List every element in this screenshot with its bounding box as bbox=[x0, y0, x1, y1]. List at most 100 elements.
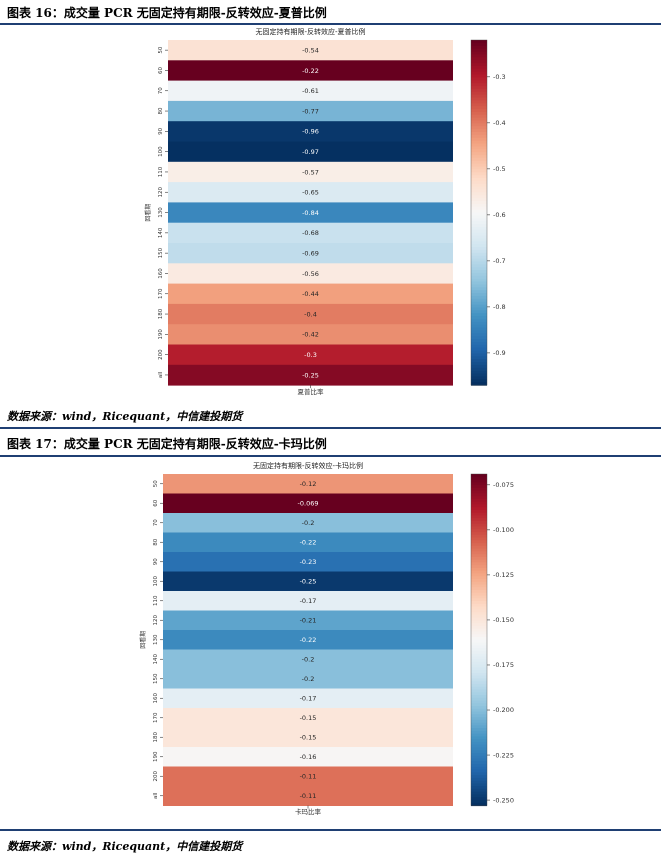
colorbar-segment bbox=[471, 244, 487, 248]
colorbar-segment bbox=[471, 562, 487, 566]
colorbar-segment bbox=[471, 45, 487, 50]
cell-value-label: -0.25 bbox=[302, 371, 319, 379]
y-tick-label: 150 bbox=[153, 673, 159, 684]
colorbar-segment bbox=[471, 675, 487, 680]
cell-value-label: -0.15 bbox=[300, 714, 317, 722]
colorbar-segment bbox=[471, 639, 487, 644]
caption-divider bbox=[0, 23, 661, 25]
colorbar-segment bbox=[471, 747, 487, 751]
colorbar-segment bbox=[471, 794, 487, 798]
y-tick-label: 80 bbox=[158, 107, 164, 114]
y-tick-label: 70 bbox=[153, 519, 159, 526]
colorbar-segment bbox=[471, 178, 487, 182]
colorbar-segment bbox=[471, 267, 487, 271]
colorbar-segment bbox=[471, 180, 487, 185]
colorbar-segment bbox=[471, 353, 487, 357]
colorbar-tick-label: -0.8 bbox=[493, 303, 506, 311]
colorbar-segment bbox=[471, 74, 487, 78]
cell-value-label: -0.84 bbox=[302, 209, 319, 217]
colorbar-segment bbox=[471, 241, 487, 245]
cell-value-label: -0.15 bbox=[300, 734, 317, 742]
y-tick-label: 60 bbox=[153, 499, 159, 506]
colorbar-segment bbox=[471, 232, 487, 237]
colorbar-segment bbox=[471, 777, 487, 782]
colorbar-segment bbox=[471, 764, 487, 768]
y-tick-label: 160 bbox=[153, 693, 159, 704]
colorbar-segment bbox=[471, 229, 487, 234]
colorbar-segment bbox=[471, 772, 487, 776]
heatmap-cell bbox=[168, 243, 453, 264]
colorbar-segment bbox=[471, 310, 487, 314]
colorbar-segment bbox=[471, 290, 487, 294]
y-tick-label: 140 bbox=[158, 227, 164, 238]
y-tick-label: 120 bbox=[153, 615, 159, 626]
colorbar-segment bbox=[471, 739, 487, 743]
colorbar-segment bbox=[471, 667, 487, 671]
colorbar-segment bbox=[471, 298, 487, 303]
colorbar-segment bbox=[471, 728, 487, 732]
heatmap-cell bbox=[163, 493, 453, 514]
y-tick-label: 80 bbox=[153, 538, 159, 545]
colorbar-segment bbox=[471, 379, 487, 383]
colorbar-frame bbox=[470, 473, 488, 806]
colorbar-segment bbox=[471, 634, 487, 638]
y-axis-label: 回看期 bbox=[139, 631, 147, 649]
colorbar-segment bbox=[471, 175, 487, 179]
colorbar-segment bbox=[471, 109, 487, 113]
colorbar-segment bbox=[471, 722, 487, 726]
cell-value-label: -0.44 bbox=[302, 290, 319, 298]
y-tick-label: all bbox=[158, 371, 164, 378]
colorbar-segment bbox=[471, 252, 487, 257]
colorbar-segment bbox=[471, 695, 487, 699]
colorbar-segment bbox=[471, 565, 487, 569]
heatmap-cell bbox=[168, 202, 453, 224]
colorbar-segment bbox=[471, 117, 487, 122]
colorbar-segment bbox=[471, 559, 487, 563]
colorbar-segment bbox=[471, 697, 487, 702]
colorbar-segment bbox=[471, 272, 487, 277]
colorbar-segment bbox=[471, 650, 487, 655]
colorbar-segment bbox=[471, 209, 487, 214]
cell-value-label: -0.16 bbox=[300, 753, 317, 761]
y-axis-label: 回看期 bbox=[144, 204, 152, 222]
colorbar-segment bbox=[471, 195, 487, 199]
colorbar-segment bbox=[471, 653, 487, 657]
colorbar-segment bbox=[471, 791, 487, 796]
cell-value-label: -0.2 bbox=[302, 656, 315, 664]
cell-value-label: -0.97 bbox=[302, 148, 319, 156]
colorbar-segment bbox=[471, 382, 487, 386]
colorbar-segment bbox=[471, 163, 487, 168]
colorbar-segment bbox=[471, 780, 487, 784]
x-tick-label: 卡玛比率 bbox=[295, 807, 322, 816]
heatmap-cell bbox=[168, 182, 453, 203]
colorbar-segment bbox=[471, 215, 487, 219]
colorbar-tick-label: -0.225 bbox=[493, 751, 514, 759]
colorbar-segment bbox=[471, 172, 487, 176]
colorbar-segment bbox=[471, 625, 487, 630]
heatmap-cell bbox=[168, 324, 453, 345]
colorbar-segment bbox=[471, 330, 487, 334]
y-tick-label: 200 bbox=[158, 349, 164, 360]
y-tick-label: 140 bbox=[153, 654, 159, 665]
colorbar-segment bbox=[471, 590, 487, 594]
colorbar-segment bbox=[471, 617, 487, 622]
colorbar-segment bbox=[471, 132, 487, 136]
colorbar-segment bbox=[471, 714, 487, 718]
colorbar-segment bbox=[471, 126, 487, 130]
colorbar-segment bbox=[471, 264, 487, 268]
colorbar-segment bbox=[471, 166, 487, 171]
cell-value-label: -0.17 bbox=[300, 597, 317, 605]
colorbar-segment bbox=[471, 160, 487, 165]
colorbar-segment bbox=[471, 501, 487, 505]
colorbar-segment bbox=[471, 636, 487, 641]
colorbar-segment bbox=[471, 318, 487, 323]
cell-value-label: -0.22 bbox=[300, 539, 317, 547]
colorbar-segment bbox=[471, 224, 487, 228]
colorbar-segment bbox=[471, 783, 487, 787]
colorbar-tick-label: -0.200 bbox=[493, 706, 514, 714]
cell-value-label: -0.69 bbox=[302, 249, 319, 257]
heatmap-cell bbox=[163, 727, 453, 748]
colorbar-segment bbox=[471, 54, 487, 58]
y-tick-label: 110 bbox=[153, 595, 159, 606]
colorbar-segment bbox=[471, 520, 487, 525]
